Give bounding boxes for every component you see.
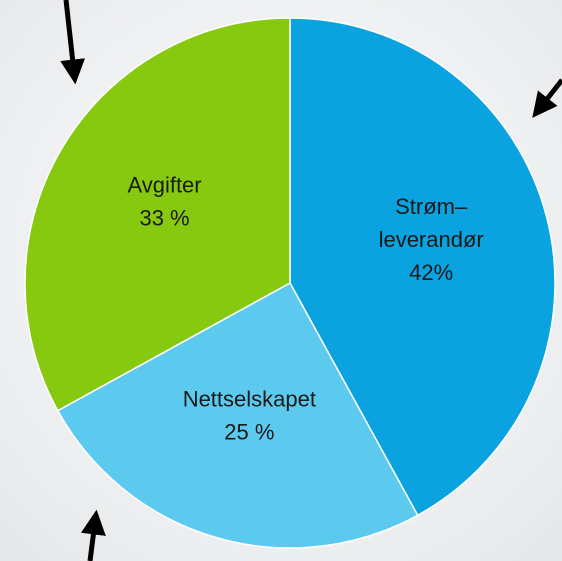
label-line: leverandør — [379, 227, 484, 252]
value-label: 33 % — [139, 205, 189, 230]
category-label: Avgifter — [127, 172, 201, 197]
value-label: 25 % — [224, 419, 274, 444]
category-label: Nettselskapet — [183, 386, 316, 411]
value-label: 42% — [409, 260, 453, 285]
pie-slice — [56, 281, 419, 549]
label-line: Nettselskapet — [183, 386, 316, 411]
labels: Strøm– leverandør 42% Nettselskapet 25 % Avgi… — [127, 172, 483, 444]
pie-slice — [24, 17, 291, 412]
arrow — [60, 0, 86, 85]
arrow — [532, 78, 562, 118]
category-label: Strøm– leverandør — [379, 194, 484, 252]
label-line: Avgifter — [127, 172, 201, 197]
pie — [24, 17, 556, 549]
arrow — [81, 509, 106, 561]
label-line: Strøm– — [395, 194, 468, 219]
pie-slice — [289, 17, 556, 517]
